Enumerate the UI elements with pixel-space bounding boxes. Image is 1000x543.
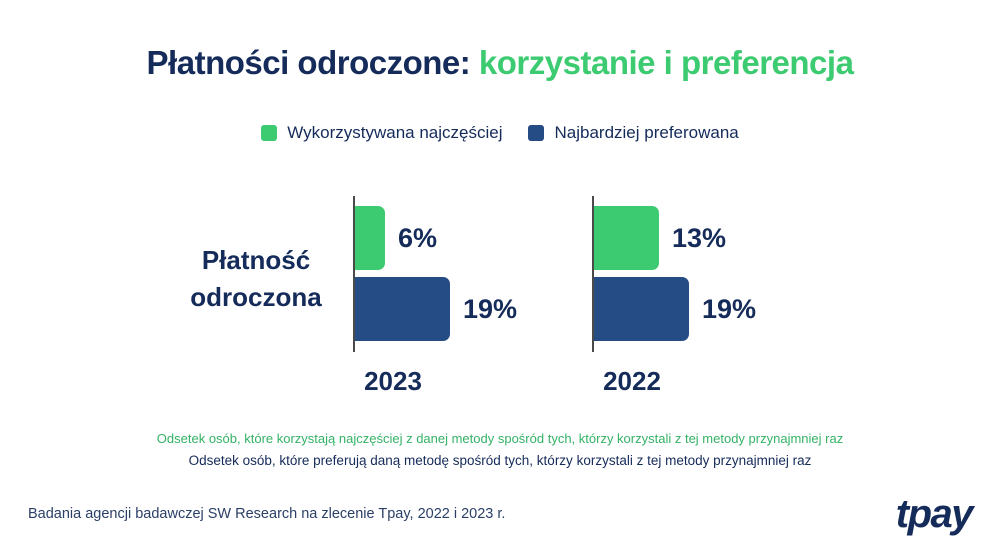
bar-green [594,206,659,270]
legend-swatch-navy [528,125,545,141]
bar-green [355,206,385,270]
footnote-preference-definition: Odsetek osób, które preferują daną metod… [188,453,812,468]
legend-label: Wykorzystywana najczęściej [287,123,503,142]
source-attribution: Badania agencji badawczej SW Research na… [28,506,506,522]
bar-value-label: 19% [463,293,518,324]
chart-panel-2022: 13% 19% 2022 [592,196,892,396]
y-axis-line [353,196,355,352]
y-axis-line [592,196,594,352]
bar-group: 6% 19% [355,206,517,341]
tpay-logo: tpay [895,492,974,536]
x-axis-category-label: 2022 [603,366,661,396]
chart-panel-2023: 6% 19% 2023 [353,196,653,396]
chart-row-label: Płatność odroczona [190,245,322,312]
bar-row-used-most-often: 13% [594,206,756,270]
legend-swatch-green [261,125,278,141]
page-title-navy-part: Płatności odroczone: [146,44,479,81]
bar-navy [594,277,689,341]
chart-legend: Wykorzystywana najczęściej Najbardziej p… [0,123,1000,143]
page-title-green-part: korzystanie i preferencja [478,44,854,81]
legend-label: Najbardziej preferowana [554,123,739,142]
legend-item-used-most-often: Wykorzystywana najczęściej [261,123,502,143]
chart-footnotes: Odsetek osób, które korzystają najczęści… [0,431,1000,475]
bar-navy [355,277,450,341]
bar-row-used-most-often: 6% [355,206,517,270]
bar-value-label: 19% [702,293,757,324]
bar-value-label: 6% [398,222,438,253]
bar-group: 13% 19% [594,206,756,341]
x-axis-category-label: 2023 [364,366,422,396]
legend-item-most-preferred: Najbardziej preferowana [528,123,739,143]
footnote-usage-definition: Odsetek osób, które korzystają najczęści… [156,431,844,446]
page-title: Płatności odroczone: korzystanie i prefe… [0,44,1000,82]
bar-value-label: 13% [672,222,727,253]
bar-row-most-preferred: 19% [594,277,756,341]
bar-row-most-preferred: 19% [355,277,517,341]
